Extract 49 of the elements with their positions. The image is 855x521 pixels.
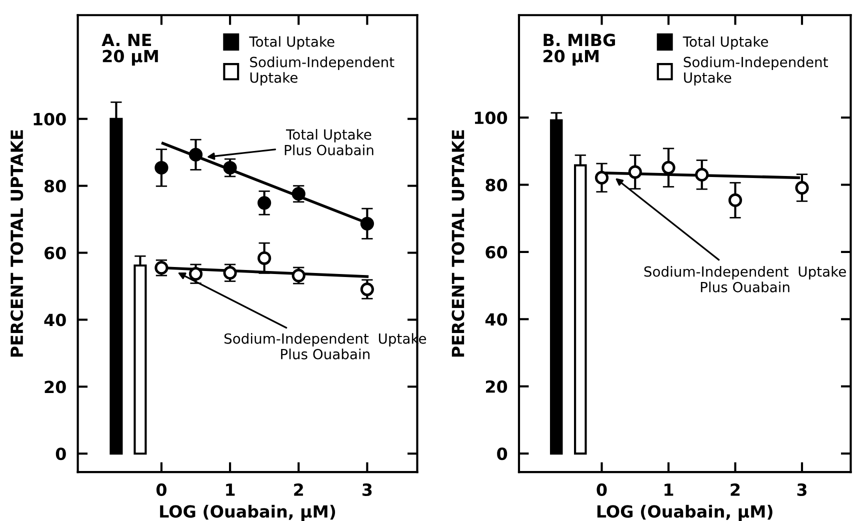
x-tick-label: 3 bbox=[362, 483, 372, 496]
point bbox=[360, 282, 374, 296]
y-axis-title: PERCENT TOTAL UPTAKE bbox=[10, 130, 24, 357]
point bbox=[292, 268, 306, 282]
y-tick-label: 100 bbox=[474, 112, 508, 124]
point bbox=[795, 180, 809, 195]
y-tick-label: 80 bbox=[486, 178, 508, 192]
y-tick-label: 0 bbox=[56, 448, 66, 460]
y-tick-label: 40 bbox=[485, 313, 508, 326]
legend-label: Sodium-Independent Uptake bbox=[684, 56, 828, 86]
legend-label: Total Uptake bbox=[249, 36, 334, 50]
y-tick-label: 80 bbox=[44, 180, 66, 192]
text: A. NE 20 µM bbox=[102, 34, 158, 66]
x-axis-title: LOG (Ouabain, µM) bbox=[160, 504, 336, 521]
y-axis-title: PERCENT TOTAL UPTAKE bbox=[452, 130, 464, 357]
point bbox=[223, 266, 237, 280]
point bbox=[292, 187, 306, 201]
y-tick-label: 60 bbox=[486, 246, 508, 259]
annotation: Sodium-Independent Uptake Plus Ouabain bbox=[644, 266, 846, 292]
y-tick-label: 20 bbox=[486, 380, 508, 393]
point bbox=[258, 196, 272, 210]
point bbox=[594, 170, 609, 185]
x-tick-label: 0 bbox=[596, 483, 607, 496]
point bbox=[728, 193, 742, 208]
y-tick-label: 60 bbox=[44, 246, 66, 260]
point bbox=[188, 267, 203, 281]
x-axis-title: LOG (Ouabain, µM) bbox=[597, 504, 772, 521]
y-tick-label: 0 bbox=[497, 448, 508, 460]
point bbox=[154, 160, 168, 175]
y-tick-label: 100 bbox=[34, 112, 66, 126]
x-tick-label: 1 bbox=[664, 484, 674, 496]
point bbox=[360, 216, 374, 230]
point bbox=[695, 168, 709, 182]
y-tick-label: 20 bbox=[44, 380, 66, 394]
point bbox=[223, 160, 237, 175]
text: B. MIBG 20 µM bbox=[544, 34, 615, 66]
x-tick-label: 1 bbox=[226, 484, 235, 496]
x-tick-label: 0 bbox=[156, 483, 166, 496]
annotation: Total Uptake Plus Ouabain bbox=[284, 128, 374, 156]
point bbox=[258, 251, 272, 265]
legend-label: Total Uptake bbox=[682, 36, 768, 50]
point bbox=[628, 165, 642, 179]
x-tick-label: 3 bbox=[797, 483, 806, 496]
point bbox=[662, 160, 676, 174]
x-tick-label: 2 bbox=[294, 483, 303, 496]
x-tick-label: 2 bbox=[730, 483, 740, 496]
point bbox=[188, 148, 203, 162]
y-tick-label: 40 bbox=[44, 314, 66, 326]
legend-label: Sodium-Independent Uptake bbox=[250, 56, 394, 86]
